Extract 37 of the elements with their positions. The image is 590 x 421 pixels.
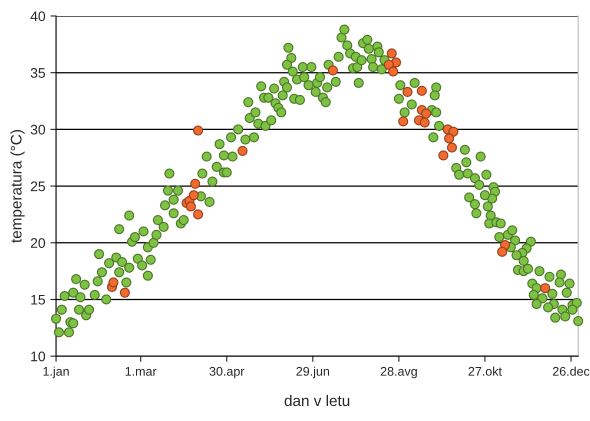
x-axis-title: dan v letu bbox=[284, 394, 350, 406]
y-tick-label: 10 bbox=[31, 352, 46, 362]
x-tick-label: 1.jan bbox=[43, 366, 69, 378]
point bbox=[190, 178, 200, 189]
point bbox=[446, 142, 458, 153]
point bbox=[540, 283, 550, 294]
x-tick-label: 30.apr bbox=[210, 366, 244, 378]
y-tick-label: 35 bbox=[30, 68, 46, 78]
x-tick-label: 28.avg bbox=[380, 366, 417, 378]
x-tick-label: 1.mar bbox=[126, 367, 156, 376]
point bbox=[237, 146, 248, 156]
y-tick-label: 25 bbox=[30, 181, 46, 192]
point bbox=[497, 246, 508, 257]
x-tick-label: 26.dec bbox=[552, 366, 590, 376]
y-tick-label: 20 bbox=[30, 238, 46, 248]
point bbox=[108, 277, 118, 288]
point bbox=[186, 201, 196, 212]
point bbox=[421, 108, 432, 119]
point bbox=[444, 133, 454, 144]
point bbox=[193, 125, 204, 136]
y-axis-title: temperatura (°C) bbox=[10, 130, 25, 243]
point bbox=[438, 150, 448, 161]
point bbox=[398, 116, 408, 127]
point bbox=[416, 86, 427, 96]
x-tick-label: 29.jun bbox=[296, 366, 330, 378]
point bbox=[120, 288, 130, 298]
y-tick-label: 40 bbox=[30, 11, 46, 22]
point bbox=[193, 209, 204, 220]
point bbox=[328, 65, 338, 76]
point bbox=[420, 118, 430, 128]
x-tick-label: 27.okt bbox=[468, 366, 502, 376]
y-tick-label: 30 bbox=[30, 124, 46, 135]
point bbox=[402, 86, 413, 98]
point bbox=[188, 190, 199, 200]
point bbox=[386, 48, 397, 58]
y-tick-label: 15 bbox=[31, 294, 46, 305]
point bbox=[388, 66, 398, 77]
